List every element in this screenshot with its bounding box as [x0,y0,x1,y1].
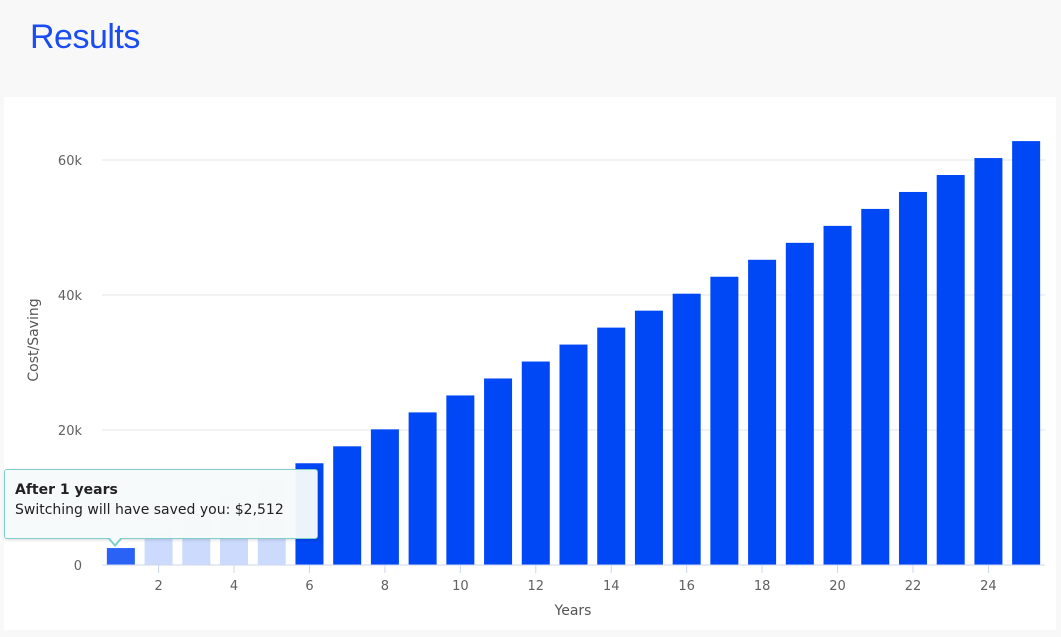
tooltip: After 1 years Switching will have saved … [4,469,318,539]
bar[interactable] [408,412,437,565]
x-tick-label: 24 [980,579,997,594]
bar[interactable] [936,175,965,565]
y-tick-label: 60k [58,154,83,169]
bar[interactable] [446,395,475,565]
x-tick-label: 18 [754,579,771,594]
bar[interactable] [785,242,814,565]
y-axis-ticks: 0 20k 40k 60k [58,154,83,574]
x-axis-title: Years [554,603,592,619]
bar[interactable] [370,429,399,565]
x-tick-label: 10 [452,579,469,594]
bar[interactable] [597,327,626,565]
tooltip-arrow-inner [109,537,121,544]
x-tick-label: 12 [528,579,545,594]
bar[interactable] [333,446,362,565]
bar[interactable] [748,259,777,565]
x-tick-label: 14 [603,579,620,594]
x-tick-label: 2 [154,579,162,594]
x-tick-label: 4 [230,579,238,594]
bar[interactable] [974,158,1003,565]
bar[interactable] [106,548,135,565]
y-tick-label: 20k [58,424,83,439]
bar[interactable] [861,208,890,565]
header: Results [0,0,1061,97]
bar[interactable] [1012,141,1041,565]
bar[interactable] [484,378,513,565]
x-tick-label: 16 [678,579,695,594]
y-tick-label: 40k [58,289,83,304]
x-tick-label: 22 [905,579,922,594]
x-tick-label: 8 [381,579,389,594]
bar[interactable] [559,344,588,565]
x-axis-ticks: 2 4 6 8 10 12 14 16 18 20 22 24 [154,565,997,594]
y-tick-label: 0 [74,559,82,574]
x-tick-label: 6 [305,579,313,594]
bar[interactable] [823,225,852,565]
bar[interactable] [898,191,927,565]
tooltip-body: Switching will have saved you: $2,512 [15,502,284,518]
page-title: Results [30,18,140,56]
bar[interactable] [634,310,663,565]
bar[interactable] [672,293,701,565]
bar[interactable] [710,276,739,565]
y-axis-title: Cost/Saving [26,298,42,381]
x-tick-label: 20 [829,579,846,594]
bar[interactable] [521,361,550,565]
tooltip-title: After 1 years [15,482,118,498]
